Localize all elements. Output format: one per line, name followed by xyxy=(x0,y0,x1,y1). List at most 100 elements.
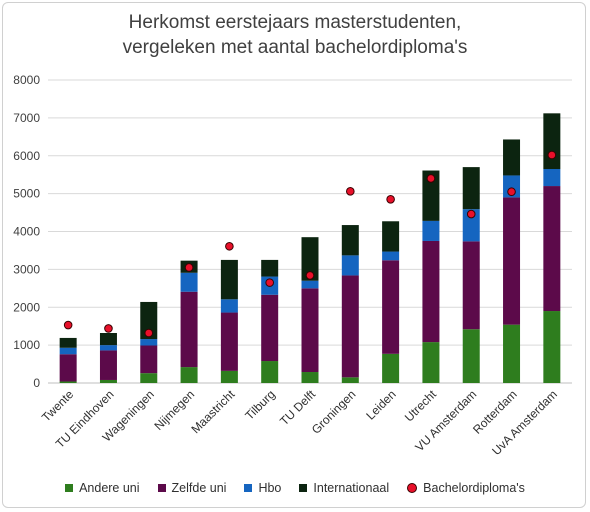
legend-marker-bachelordiplomas xyxy=(407,483,418,493)
legend-item-internationaal: Internationaal xyxy=(299,481,389,495)
bar-zelfde-uni-nijmegen xyxy=(180,291,198,368)
marker-bachelordiplomas-tu-eindhoven xyxy=(104,324,113,333)
legend-item-zelfde-uni: Zelfde uni xyxy=(157,481,227,495)
legend-item-hbo: Hbo xyxy=(244,481,281,495)
bar-internationaal-tilburg xyxy=(261,259,279,277)
bar-hbo-maastricht xyxy=(220,299,238,313)
bar-andere-uni-tu-delft xyxy=(301,372,319,383)
bar-andere-uni-twente xyxy=(59,381,77,383)
bar-zelfde-uni-rotterdam xyxy=(503,197,521,325)
legend: Andere uni Zelfde uni Hbo Internationaal… xyxy=(0,481,590,495)
marker-bachelordiplomas-utrecht xyxy=(426,174,436,183)
bar-andere-uni-tilburg xyxy=(261,361,279,383)
marker-bachelordiplomas-rotterdam xyxy=(507,187,516,197)
x-tick-label-tilburg: Tilburg xyxy=(242,387,278,423)
bar-andere-uni-rotterdam xyxy=(503,324,521,383)
bar-hbo-wageningen xyxy=(140,339,158,346)
legend-swatch-andere-uni xyxy=(65,484,74,492)
bar-hbo-leiden xyxy=(382,251,400,261)
y-tick-label: 1000 xyxy=(13,338,40,352)
bar-zelfde-uni-wageningen xyxy=(140,345,158,374)
y-axis: 0 1000 2000 3000 4000 5000 6000 7000 8000 xyxy=(13,73,40,390)
bar-hbo-tu-delft xyxy=(301,280,319,289)
chart-title-line2: vergeleken met aantal bachelordiploma's xyxy=(122,37,468,58)
bar-zelfde-uni-vu-amsterdam xyxy=(462,241,480,330)
x-tick-label-twente: Twente xyxy=(39,387,76,424)
x-tick-label-maastricht: Maastricht xyxy=(188,387,238,437)
bar-andere-uni-maastricht xyxy=(220,370,238,383)
marker-bachelordiplomas-vu-amsterdam xyxy=(466,209,476,219)
marker-bachelordiplomas-uva-amsterdam xyxy=(547,150,557,160)
y-tick-label: 5000 xyxy=(13,187,40,201)
chart-title: Herkomst eerstejaars masterstudenten, ve… xyxy=(0,10,590,60)
bar-zelfde-uni-maastricht xyxy=(220,312,238,371)
bar-internationaal-uva-amsterdam xyxy=(543,113,561,170)
marker-bachelordiplomas-wageningen xyxy=(144,328,154,338)
bar-internationaal-twente xyxy=(59,337,77,348)
y-tick-label: 7000 xyxy=(13,111,40,125)
bar-andere-uni-leiden xyxy=(382,353,400,383)
bar-internationaal-maastricht xyxy=(220,259,238,300)
x-tick-label-groningen: Groningen xyxy=(309,387,359,437)
bar-zelfde-uni-leiden xyxy=(382,260,400,354)
bar-zelfde-uni-uva-amsterdam xyxy=(543,186,561,312)
bar-zelfde-uni-groningen xyxy=(341,275,359,378)
bar-andere-uni-nijmegen xyxy=(180,367,198,383)
bar-internationaal-tu-delft xyxy=(301,237,319,281)
markers xyxy=(63,150,557,338)
bar-internationaal-wageningen xyxy=(140,301,158,340)
bar-hbo-uva-amsterdam xyxy=(543,169,561,187)
bar-zelfde-uni-utrecht xyxy=(422,240,440,343)
legend-label-hbo: Hbo xyxy=(258,481,282,495)
x-tick-label-utrecht: Utrecht xyxy=(402,387,440,425)
bar-zelfde-uni-twente xyxy=(59,354,77,382)
y-tick-label: 6000 xyxy=(13,149,40,163)
bar-internationaal-tu-eindhoven xyxy=(99,333,117,346)
legend-swatch-zelfde-uni xyxy=(157,484,166,492)
y-tick-label: 0 xyxy=(33,376,40,390)
legend-label-internationaal: Internationaal xyxy=(313,481,390,495)
legend-swatch-internationaal xyxy=(299,484,308,492)
chart-frame xyxy=(2,2,586,508)
marker-bachelordiplomas-leiden xyxy=(386,195,395,204)
marker-bachelordiplomas-nijmegen xyxy=(184,263,194,272)
marker-bachelordiplomas-groningen xyxy=(346,187,355,196)
bar-hbo-twente xyxy=(59,347,77,355)
y-tick-label: 2000 xyxy=(13,300,40,314)
bar-hbo-vu-amsterdam xyxy=(462,209,480,242)
legend-swatch-hbo xyxy=(244,484,253,492)
bar-andere-uni-wageningen xyxy=(140,373,158,383)
bar-andere-uni-vu-amsterdam xyxy=(462,329,480,383)
bar-andere-uni-utrecht xyxy=(422,342,440,383)
legend-item-bachelordiplomas: Bachelordiploma's xyxy=(407,481,525,495)
marker-bachelordiplomas-twente xyxy=(63,320,73,330)
bar-zelfde-uni-tu-delft xyxy=(301,288,319,373)
legend-item-andere-uni: Andere uni xyxy=(65,481,140,495)
bar-andere-uni-groningen xyxy=(341,377,359,383)
y-tick-label: 8000 xyxy=(13,73,40,87)
bar-internationaal-leiden xyxy=(382,221,400,252)
bar-andere-uni-tu-eindhoven xyxy=(99,379,117,383)
marker-bachelordiplomas-tilburg xyxy=(265,278,274,287)
bar-hbo-nijmegen xyxy=(180,272,198,292)
bar-internationaal-utrecht xyxy=(422,170,440,221)
bar-hbo-tu-eindhoven xyxy=(99,345,117,351)
bars xyxy=(59,113,561,383)
y-tick-label: 3000 xyxy=(13,262,40,276)
y-tick-label: 4000 xyxy=(13,225,40,239)
marker-bachelordiplomas-tu-delft xyxy=(305,271,315,280)
bar-zelfde-uni-tu-eindhoven xyxy=(99,350,117,380)
legend-label-bachelordiplomas: Bachelordiploma's xyxy=(423,481,525,495)
bar-andere-uni-uva-amsterdam xyxy=(543,311,561,383)
bar-hbo-groningen xyxy=(341,255,359,276)
bar-internationaal-groningen xyxy=(341,225,359,256)
legend-label-andere-uni: Andere uni xyxy=(79,481,140,495)
bar-internationaal-vu-amsterdam xyxy=(462,167,480,210)
bar-internationaal-rotterdam xyxy=(503,139,521,176)
chart-title-line1: Herkomst eerstejaars masterstudenten, xyxy=(128,12,462,33)
bar-hbo-utrecht xyxy=(422,220,440,241)
legend-label-zelfde-uni: Zelfde uni xyxy=(171,481,227,495)
bar-zelfde-uni-tilburg xyxy=(261,294,279,362)
